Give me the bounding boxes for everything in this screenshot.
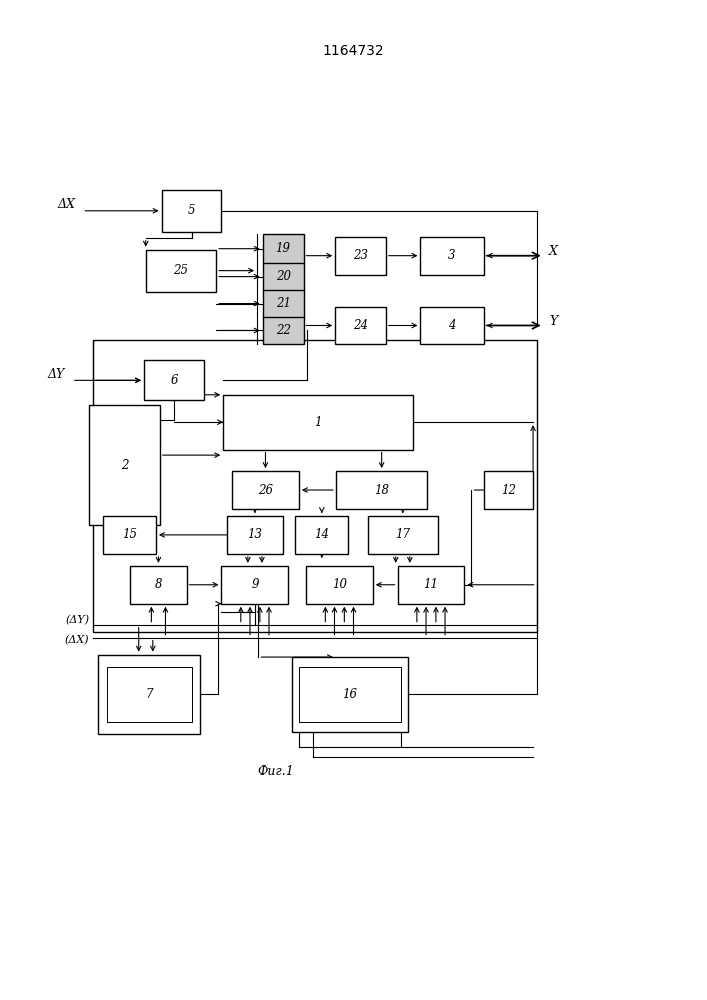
Bar [98, 655, 200, 734]
Bar [103, 516, 156, 554]
Bar [146, 250, 216, 292]
Text: 19: 19 [276, 242, 291, 255]
Bar [335, 237, 386, 275]
Bar [397, 566, 464, 604]
Bar [162, 190, 221, 232]
Text: 11: 11 [423, 578, 438, 591]
Bar [263, 317, 303, 344]
Text: 12: 12 [501, 484, 516, 497]
Bar [232, 471, 299, 509]
Bar [296, 516, 349, 554]
Text: (ΔY): (ΔY) [65, 615, 89, 625]
Bar [299, 667, 401, 722]
Bar [130, 566, 187, 604]
Text: 23: 23 [353, 249, 368, 262]
Bar [336, 471, 428, 509]
Text: 15: 15 [122, 528, 137, 541]
Text: 18: 18 [374, 484, 389, 497]
Bar [292, 657, 408, 732]
Text: 6: 6 [170, 374, 177, 387]
Text: 2: 2 [121, 459, 129, 472]
Text: 17: 17 [395, 528, 410, 541]
Bar [144, 360, 204, 400]
Text: Фиг.1: Фиг.1 [257, 765, 294, 778]
Text: (ΔX): (ΔX) [65, 634, 89, 645]
Text: 10: 10 [332, 578, 347, 591]
Text: 1: 1 [315, 416, 322, 429]
Text: ΔX: ΔX [57, 198, 76, 211]
Text: 20: 20 [276, 270, 291, 283]
Text: 22: 22 [276, 324, 291, 337]
Text: 13: 13 [247, 528, 262, 541]
Text: 26: 26 [258, 484, 273, 497]
Text: 24: 24 [353, 319, 368, 332]
Bar [89, 405, 160, 525]
Text: 8: 8 [155, 578, 162, 591]
Text: 9: 9 [251, 578, 259, 591]
Text: 3: 3 [448, 249, 456, 262]
Bar [421, 307, 484, 344]
Text: 16: 16 [342, 688, 358, 701]
Text: X: X [549, 245, 558, 258]
Text: 21: 21 [276, 297, 291, 310]
Bar [223, 395, 414, 450]
Bar [335, 307, 386, 344]
Bar [263, 263, 303, 291]
Text: ΔY: ΔY [47, 368, 65, 381]
Text: 14: 14 [315, 528, 329, 541]
Bar [421, 237, 484, 275]
Text: 7: 7 [146, 688, 153, 701]
Bar [93, 340, 537, 632]
Bar [484, 471, 533, 509]
Bar [221, 566, 288, 604]
Bar [368, 516, 438, 554]
Text: 4: 4 [448, 319, 456, 332]
Text: 25: 25 [173, 264, 189, 277]
Bar [306, 566, 373, 604]
Text: Y: Y [549, 315, 558, 328]
Bar [227, 516, 283, 554]
Text: 1164732: 1164732 [322, 44, 385, 58]
Bar [107, 667, 192, 722]
Text: 5: 5 [188, 204, 195, 217]
Bar [263, 234, 303, 264]
Bar [263, 290, 303, 318]
